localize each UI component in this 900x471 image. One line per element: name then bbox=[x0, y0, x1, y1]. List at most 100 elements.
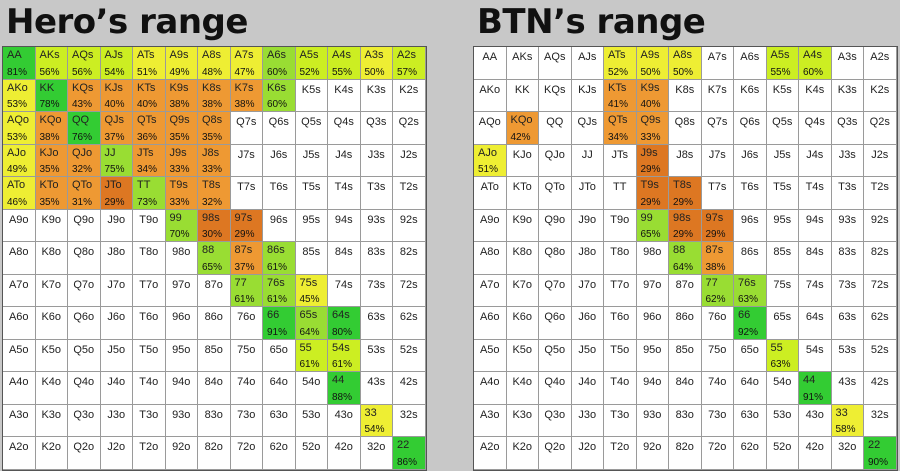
hand-cell: AQs bbox=[539, 47, 572, 80]
hand-frequency: 90% bbox=[868, 456, 889, 468]
hand-label: 85o bbox=[675, 343, 694, 356]
hand-cell: T5s bbox=[766, 177, 799, 210]
hand-label: Q3o bbox=[544, 408, 566, 421]
hand-label: QJs bbox=[577, 116, 598, 128]
hand-cell: QTo 31% bbox=[68, 177, 101, 210]
hand-label: 94o bbox=[172, 376, 191, 388]
hand-frequency: 64% bbox=[673, 261, 694, 273]
hand-cell: K7o bbox=[506, 274, 539, 307]
hand-label: 87s bbox=[705, 244, 724, 256]
hand-cell: KJo bbox=[506, 144, 539, 177]
hand-cell: A6s bbox=[734, 47, 767, 80]
hand-frequency: 49% bbox=[7, 164, 28, 175]
hand-label: 77 bbox=[705, 276, 718, 289]
hand-cell: Q2o bbox=[539, 437, 572, 470]
hand-cell: 84o bbox=[198, 372, 231, 405]
hand-cell: A7s 47% bbox=[230, 47, 263, 80]
hand-label: Q2s bbox=[398, 116, 419, 128]
hand-label: A9s bbox=[640, 49, 660, 61]
hand-cell: 65o bbox=[263, 339, 296, 372]
hand-frequency: 61% bbox=[332, 359, 353, 370]
hand-frequency: 53% bbox=[7, 131, 28, 143]
hand-cell: KK 78% bbox=[35, 79, 68, 112]
hand-label: JTs bbox=[611, 148, 629, 161]
hand-cell: 65s 64% bbox=[295, 307, 328, 340]
hand-cell: K8s bbox=[669, 79, 702, 112]
hand-label: 33 bbox=[835, 406, 848, 419]
hand-label: 54o bbox=[773, 376, 792, 388]
hand-frequency: 60% bbox=[267, 66, 288, 78]
hand-label: 98s bbox=[202, 211, 220, 224]
hand-label: J3s bbox=[367, 148, 385, 161]
hand-cell: Q3o bbox=[539, 404, 572, 437]
hand-label: Q3s bbox=[837, 116, 858, 128]
hand-label: 75s bbox=[773, 278, 792, 291]
hand-label: 22 bbox=[397, 439, 410, 451]
hand-frequency: 40% bbox=[640, 99, 661, 110]
hand-cell: T3s bbox=[831, 177, 864, 210]
hand-label: Q2s bbox=[869, 116, 890, 128]
hand-cell: ATo 46% bbox=[3, 177, 36, 210]
hand-cell: J2o bbox=[571, 437, 604, 470]
hand-cell: 43s bbox=[831, 372, 864, 405]
hand-label: AJs bbox=[578, 51, 597, 63]
hand-label: T9o bbox=[610, 213, 630, 226]
hand-frequency: 51% bbox=[137, 66, 158, 78]
hand-label: 72s bbox=[870, 278, 889, 291]
hand-cell: T9s 29% bbox=[636, 177, 669, 210]
hero-range-grid: AA 81% AKs 56% AQs 56% AJs 54% ATs 51% A9s 49% A8s 48… bbox=[2, 46, 427, 471]
hand-cell: 66 92% bbox=[734, 307, 767, 340]
hand-cell: A2o bbox=[474, 437, 507, 470]
hand-label: QJo bbox=[72, 146, 93, 159]
hand-label: TT bbox=[137, 179, 151, 191]
hand-cell: J6o bbox=[100, 307, 133, 340]
hand-frequency: 65% bbox=[202, 261, 223, 273]
hand-label: KK bbox=[514, 83, 530, 96]
hand-cell: J4o bbox=[571, 372, 604, 405]
hand-label: J6o bbox=[107, 311, 126, 323]
hand-label: K4o bbox=[41, 376, 62, 388]
hand-frequency: 29% bbox=[234, 229, 255, 240]
hand-cell: 94o bbox=[165, 372, 198, 405]
hand-frequency: 52% bbox=[608, 66, 629, 78]
hand-label: 32s bbox=[870, 408, 889, 421]
hand-label: J4o bbox=[107, 376, 126, 388]
hand-label: Q7o bbox=[544, 278, 566, 291]
hand-cell: 74s bbox=[328, 274, 361, 307]
hand-frequency: 63% bbox=[738, 294, 759, 305]
hand-cell: J7s bbox=[701, 144, 734, 177]
hand-cell: 95o bbox=[636, 339, 669, 372]
hand-label: 44 bbox=[803, 374, 816, 386]
hand-label: 73o bbox=[237, 408, 256, 421]
hand-label: A9o bbox=[479, 213, 500, 226]
hand-label: 95s bbox=[302, 213, 321, 226]
hand-label: KTs bbox=[137, 81, 156, 94]
hand-label: K6s bbox=[267, 81, 286, 94]
hand-frequency: 29% bbox=[673, 229, 694, 240]
hand-cell: 97o bbox=[636, 274, 669, 307]
hand-cell: K7s bbox=[701, 79, 734, 112]
hand-cell: KTs 40% bbox=[133, 79, 166, 112]
hand-label: 65s bbox=[299, 309, 318, 321]
hand-label: 94s bbox=[334, 213, 353, 226]
hand-cell: Q6s bbox=[734, 112, 767, 145]
hand-label: 52o bbox=[302, 441, 321, 453]
hand-label: 72o bbox=[237, 441, 256, 453]
hand-label: A2o bbox=[8, 441, 29, 453]
hand-label: T5o bbox=[610, 343, 630, 356]
hand-label: 73s bbox=[838, 278, 857, 291]
hand-cell: 94s bbox=[799, 209, 832, 242]
hand-cell: Q7s bbox=[701, 112, 734, 145]
hand-label: 82s bbox=[870, 246, 889, 258]
hand-label: 75o bbox=[237, 343, 256, 356]
hand-cell: AA 81% bbox=[3, 47, 36, 80]
hand-cell: 87o bbox=[198, 274, 231, 307]
hand-frequency: 45% bbox=[299, 294, 320, 305]
hand-frequency: 32% bbox=[202, 196, 223, 208]
hand-cell: J5o bbox=[571, 339, 604, 372]
hand-label: 84o bbox=[204, 376, 223, 388]
hand-label: J6o bbox=[578, 311, 597, 323]
hand-label: T4o bbox=[139, 376, 159, 388]
hand-cell: J6o bbox=[571, 307, 604, 340]
hand-cell: 76s 61% bbox=[263, 274, 296, 307]
